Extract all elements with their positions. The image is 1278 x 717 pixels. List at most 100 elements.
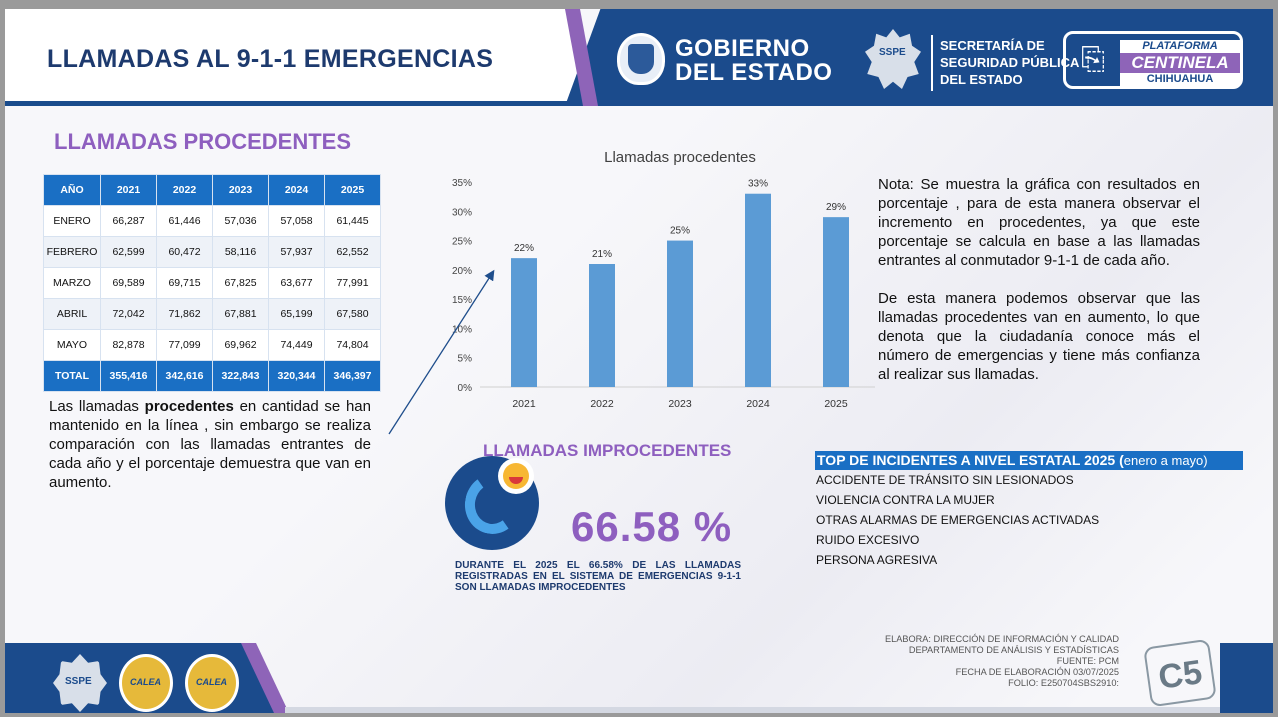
x-tick-label: 2022 [590, 398, 614, 409]
y-tick-label: 15% [452, 295, 472, 306]
circuit-c-icon: ⎘ [1081, 43, 1105, 76]
credits-line: DEPARTAMENTO DE ANÁLISIS Y ESTADÍSTICAS [908, 645, 1119, 655]
chart-title: Llamadas procedentes [604, 149, 756, 166]
table-header-cell: 2023 [212, 174, 269, 206]
table-cell: 69,962 [212, 329, 269, 361]
top-incidentes-title: TOP DE INCIDENTES A NIVEL ESTATAL 2025 (… [815, 451, 1243, 470]
y-tick-label: 0% [458, 383, 473, 394]
footer-line [285, 707, 1273, 713]
y-tick-label: 5% [458, 354, 473, 365]
credits-line: FUENTE: PCM [1056, 656, 1119, 666]
y-tick-label: 25% [452, 237, 472, 248]
procedentes-table: AÑO 2021 2022 2023 2024 2025 ENERO 66,287… [43, 174, 381, 392]
calea-logo-icon: CALEA [119, 654, 173, 712]
list-item: ACCIDENTE DE TRÁNSITO SIN LESIONADOS [816, 473, 1074, 487]
header-divider [931, 35, 933, 91]
improcedentes-description: DURANTE EL 2025 EL 66.58% DE LAS LLAMADA… [455, 560, 741, 593]
table-cell: 69,715 [156, 267, 213, 299]
y-tick-label: 10% [452, 324, 472, 335]
procedentes-chart: Llamadas procedentes 0% 5% 10% 15% 20% 25% 30% 3… [452, 149, 875, 409]
table-cell: 74,804 [324, 329, 381, 361]
table-cell: 65,199 [268, 298, 325, 330]
plataforma-label: PLATAFORMA [1120, 40, 1240, 53]
list-item: VIOLENCIA CONTRA LA MUJER [816, 493, 995, 507]
proc-text-bold: procedentes [144, 398, 234, 415]
table-cell: 57,036 [212, 205, 269, 237]
table-cell: 69,589 [100, 267, 157, 299]
y-tick-label: 30% [452, 207, 472, 218]
proc-text-pre: Las llamadas [49, 398, 145, 415]
table-cell: 61,445 [324, 205, 381, 237]
x-tick-label: 2024 [746, 398, 770, 409]
credits-block: ELABORA: DIRECCIÓN DE INFORMACIÓN Y CALI… [835, 634, 1119, 689]
table-cell: 66,287 [100, 205, 157, 237]
chihuahua-label: CHIHUAHUA [1120, 73, 1240, 86]
table-header-cell: 2025 [324, 174, 381, 206]
page-title: LLAMADAS AL 9-1-1 EMERGENCIAS [47, 45, 494, 73]
list-item: OTRAS ALARMAS DE EMERGENCIAS ACTIVADAS [816, 513, 1100, 527]
table-cell: 57,937 [268, 236, 325, 268]
secretaria-line2: SEGURIDAD PÚBLICA [940, 55, 1080, 70]
table-cell: 62,599 [100, 236, 157, 268]
header-underline [5, 101, 580, 106]
improcedentes-percent: 66.58 % [571, 503, 733, 550]
table-row: FEBRERO 62,599 60,472 58,116 57,937 62,552 [43, 236, 381, 268]
table-header-cell: 2021 [100, 174, 157, 206]
slide: LLAMADAS AL 9-1-1 EMERGENCIAS GOBIERNO D… [5, 9, 1273, 713]
pointer-arrow [388, 269, 495, 435]
laughing-emoji-icon [498, 458, 534, 494]
y-tick-label: 35% [452, 178, 472, 189]
table-cell: 58,116 [212, 236, 269, 268]
table-cell: 77,099 [156, 329, 213, 361]
calea-label: CALEA [196, 677, 227, 687]
table-row: MARZO 69,589 69,715 67,825 63,677 77,991 [43, 267, 381, 299]
data-label: 33% [748, 179, 768, 190]
bar [667, 240, 693, 387]
calea-label: CALEA [130, 677, 161, 687]
proc-text-post: en cantidad se han mantenido en la línea… [49, 398, 371, 491]
table-row: MAYO 82,878 77,099 69,962 74,449 74,804 [43, 329, 381, 361]
table-cell: 72,042 [100, 298, 157, 330]
bar [745, 193, 771, 387]
table-cell: 63,677 [268, 267, 325, 299]
table-body: ENERO 66,287 61,446 57,036 57,058 61,445 FEBRE… [43, 205, 381, 392]
table-row-label: FEBRERO [43, 236, 101, 268]
header-left-panel [5, 9, 580, 106]
bar [589, 264, 615, 387]
procedentes-description: Las llamadas procedentes en cantidad se … [49, 397, 371, 492]
data-label: 22% [514, 243, 534, 254]
data-label: 29% [826, 202, 846, 213]
table-cell: 342,616 [156, 360, 213, 392]
table-header-row: AÑO 2021 2022 2023 2024 2025 [43, 174, 381, 206]
centinela-logo: ⎘ PLATAFORMA CENTINELA CHIHUAHUA [1063, 31, 1243, 89]
bar [823, 217, 849, 387]
x-tick-label: 2025 [824, 398, 848, 409]
table-cell: 74,449 [268, 329, 325, 361]
table-row: TOTAL 355,416 342,616 322,843 320,344 346,397 [43, 360, 381, 392]
table-cell: 322,843 [212, 360, 269, 392]
sspe-badge-icon: SSPE [865, 29, 921, 89]
credits-line: FECHA DE ELABORACIÓN 03/07/2025 [955, 667, 1119, 677]
sspe-badge-label: SSPE [879, 47, 906, 58]
table-header-cell: 2022 [156, 174, 213, 206]
x-tick-label: 2021 [512, 398, 536, 409]
top-incidentes-title-main: TOP DE INCIDENTES A NIVEL ESTATAL 2025 ( [817, 452, 1124, 468]
calea-public-safety-logo-icon: CALEA [185, 654, 239, 712]
centinela-label: CENTINELA [1120, 53, 1240, 73]
table-cell: 57,058 [268, 205, 325, 237]
table-cell: 62,552 [324, 236, 381, 268]
table-cell: 67,580 [324, 298, 381, 330]
chart-note: Nota: Se muestra la gráfica con resultad… [878, 176, 1200, 269]
table-row-label: MARZO [43, 267, 101, 299]
table-row-label: TOTAL [43, 360, 101, 392]
c5-logo-icon: C5 [1143, 638, 1217, 708]
gobierno-line1: GOBIERNO [675, 35, 810, 62]
table-cell: 77,991 [324, 267, 381, 299]
sspe-footer-label: SSPE [65, 676, 92, 687]
table-header-cell: 2024 [268, 174, 325, 206]
table-cell: 67,825 [212, 267, 269, 299]
table-cell: 82,878 [100, 329, 157, 361]
table-cell: 346,397 [324, 360, 381, 392]
credits-line: FOLIO: E250704SBS2910: [1008, 678, 1119, 688]
table-header-cell: AÑO [43, 174, 101, 206]
